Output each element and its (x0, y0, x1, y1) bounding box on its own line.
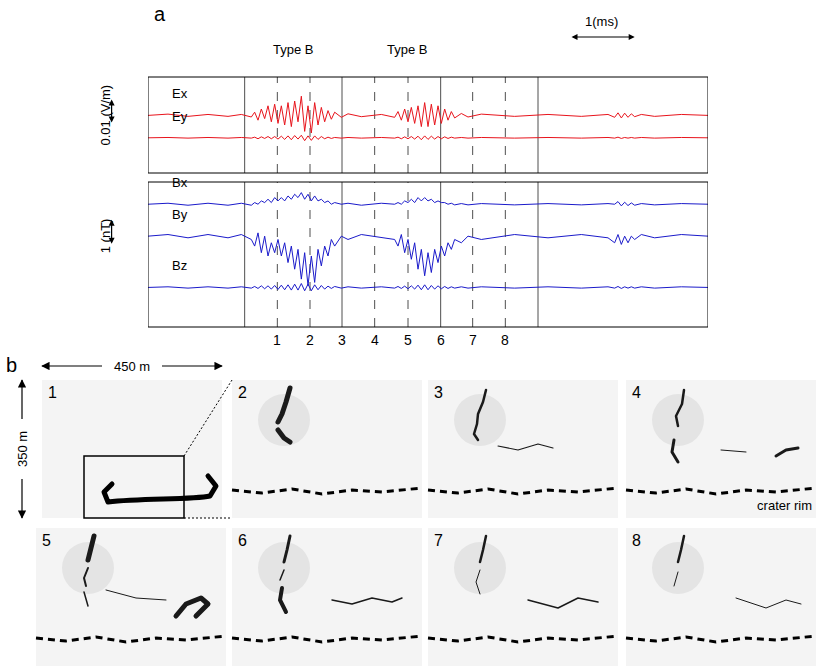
svg-text:0.01 (V/m): 0.01 (V/m) (98, 85, 113, 146)
svg-text:b: b (6, 354, 17, 376)
svg-text:crater rim: crater rim (757, 498, 812, 513)
svg-text:6: 6 (238, 532, 247, 549)
svg-text:a: a (154, 3, 166, 25)
svg-text:1(ms): 1(ms) (585, 14, 618, 29)
svg-text:2: 2 (238, 384, 247, 401)
svg-text:5: 5 (404, 332, 412, 348)
svg-text:4: 4 (371, 332, 379, 348)
svg-text:Ey: Ey (172, 109, 188, 124)
svg-text:8: 8 (501, 332, 509, 348)
svg-text:2: 2 (306, 332, 314, 348)
svg-text:Ex: Ex (172, 86, 188, 101)
svg-text:1 (nT): 1 (nT) (98, 219, 113, 254)
svg-text:Bx: Bx (172, 175, 188, 190)
svg-text:3: 3 (434, 384, 443, 401)
svg-text:1: 1 (48, 384, 57, 401)
svg-text:By: By (172, 207, 188, 222)
svg-text:Type B: Type B (387, 42, 427, 57)
svg-text:3: 3 (338, 332, 346, 348)
svg-text:350 m: 350 m (15, 431, 30, 467)
svg-text:7: 7 (434, 532, 443, 549)
svg-text:5: 5 (42, 532, 51, 549)
svg-text:Type B: Type B (273, 42, 313, 57)
svg-text:1: 1 (273, 332, 281, 348)
svg-text:450 m: 450 m (114, 359, 150, 374)
svg-text:7: 7 (469, 332, 477, 348)
svg-text:6: 6 (437, 332, 445, 348)
svg-text:Bz: Bz (172, 258, 187, 273)
svg-text:8: 8 (632, 532, 641, 549)
svg-text:4: 4 (632, 384, 641, 401)
